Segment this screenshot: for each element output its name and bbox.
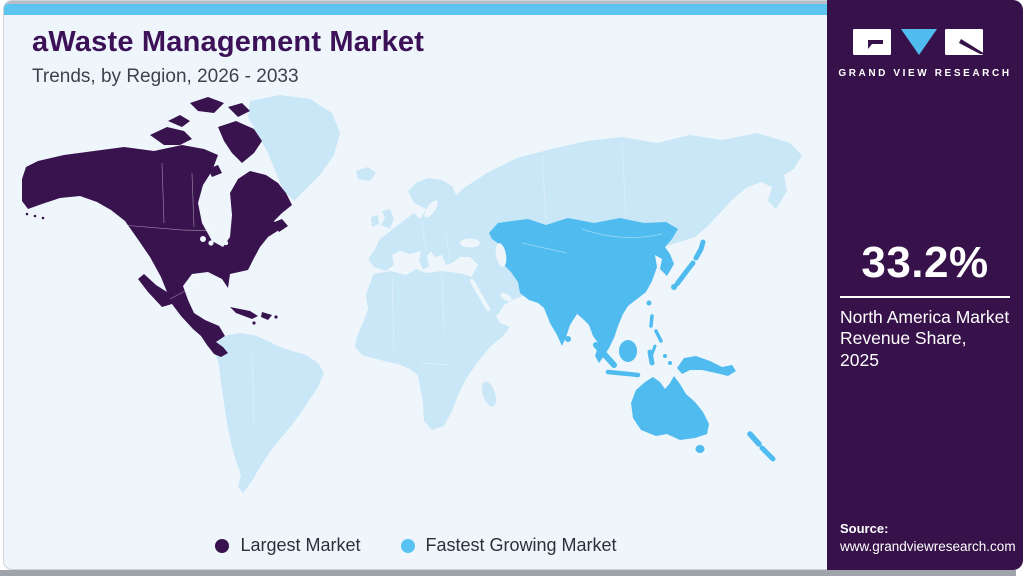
brand-name: GRAND VIEW RESEARCH [838, 68, 1012, 79]
region-uk [381, 209, 394, 229]
inland-seas [200, 200, 512, 311]
legend-item-fastest: Fastest Growing Market [400, 535, 617, 556]
region-indonesia [593, 342, 657, 378]
region-south-america [212, 333, 324, 493]
region-borneo [619, 340, 637, 362]
region-ireland [371, 215, 379, 227]
region-rest-of-world [212, 95, 802, 493]
region-australia [631, 376, 709, 440]
page-title: aWaste Management Market [32, 26, 425, 58]
region-north-america [22, 97, 292, 357]
region-tasmania [695, 445, 705, 453]
region-madagascar [482, 381, 496, 407]
fastest-growing-dot-icon [400, 538, 415, 553]
stats-sidebar: GRAND VIEW RESEARCH 33.2% North America … [827, 0, 1023, 570]
region-taiwan [646, 300, 652, 306]
source-url-link[interactable]: www.grandviewresearch.com [840, 539, 1016, 554]
stat-label-line1: North America Market [840, 307, 1010, 327]
region-iceland [356, 167, 376, 181]
region-greenland [248, 95, 340, 201]
region-africa [355, 269, 510, 430]
stat-divider [840, 296, 1010, 298]
legend: Largest Market Fastest Growing Market [4, 535, 828, 556]
stat-label-line2: Revenue Share, 2025 [840, 328, 967, 370]
region-sri-lanka [565, 336, 571, 342]
legend-label: Fastest Growing Market [425, 535, 617, 555]
bottom-edge-strip [0, 570, 1016, 576]
largest-market-dot-icon [215, 538, 230, 553]
region-asia-pacific [489, 218, 776, 462]
source-block: Source: www.grandviewresearch.com [840, 521, 1016, 554]
top-gray-line [4, 1, 1020, 4]
gvr-logo-icon [853, 29, 985, 55]
country-borders [121, 142, 663, 424]
world-map [22, 93, 822, 523]
page-subtitle: Trends, by Region, 2026 - 2033 [32, 65, 299, 87]
region-new-guinea [677, 356, 736, 376]
stat-block: 33.2% North America Market Revenue Share… [840, 238, 1010, 371]
region-japan [674, 239, 706, 287]
legend-item-largest: Largest Market [215, 535, 361, 556]
title-block: aWaste Management Market Trends, by Regi… [32, 26, 425, 88]
stat-value: 33.2% [861, 238, 989, 287]
source-label: Source: [840, 521, 889, 536]
region-philippines [649, 314, 663, 343]
region-new-zealand [747, 431, 776, 462]
legend-label: Largest Market [240, 535, 361, 555]
top-accent-bar [4, 4, 1020, 15]
gvr-logo: GRAND VIEW RESEARCH [827, 26, 1023, 79]
